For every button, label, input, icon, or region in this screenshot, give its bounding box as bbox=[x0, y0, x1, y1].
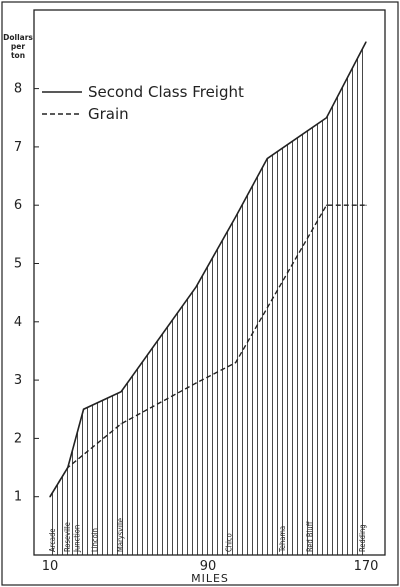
legend-label-0: Second Class Freight bbox=[88, 83, 244, 101]
x-tick-label-170: 170 bbox=[354, 559, 379, 574]
y-axis-label-line-1: per bbox=[11, 42, 25, 51]
station-label-red-bluff: Red Bluff bbox=[306, 521, 315, 552]
series-0-point-8 bbox=[365, 41, 367, 43]
series-0-point-5 bbox=[235, 216, 237, 218]
station-label-roseville: Roseville bbox=[63, 522, 72, 552]
y-axis-label-line-0: Dollars bbox=[3, 33, 33, 42]
station-label-junction: Junction bbox=[73, 525, 82, 553]
series-1-point-2 bbox=[120, 423, 122, 425]
y-tick-label-7: 7 bbox=[14, 140, 22, 155]
station-label-marysville: Marysville bbox=[116, 518, 125, 552]
y-tick-label-6: 6 bbox=[14, 198, 22, 213]
series-0-point-2 bbox=[82, 408, 85, 410]
y-tick-label-2: 2 bbox=[14, 431, 22, 446]
series-0-point-6 bbox=[266, 157, 268, 160]
series-0-point-7 bbox=[325, 117, 328, 119]
x-tick-label-10: 10 bbox=[42, 559, 59, 574]
series-0-point-4 bbox=[195, 286, 197, 288]
series-1-point-4 bbox=[235, 362, 237, 364]
y-tick-label-8: 8 bbox=[14, 82, 22, 97]
legend-label-1: Grain bbox=[88, 105, 129, 123]
plot-frame bbox=[33, 9, 386, 556]
station-label-lincoln: Lincoln bbox=[90, 528, 99, 552]
series-1-point-0 bbox=[49, 496, 51, 498]
series-1-point-3 bbox=[195, 382, 197, 384]
y-axis-label-line-2: ton bbox=[11, 51, 25, 60]
y-tick-label-5: 5 bbox=[14, 257, 22, 272]
station-label-tehama: Tehama bbox=[278, 526, 287, 553]
series-0-point-3 bbox=[120, 391, 122, 393]
legend: Second Class Freight Grain bbox=[42, 83, 244, 123]
y-tick-label-1: 1 bbox=[14, 490, 22, 505]
station-label-chico: Chico bbox=[225, 533, 234, 552]
series-1-point-6 bbox=[365, 204, 367, 206]
x-tick-label-90: 90 bbox=[200, 559, 217, 574]
y-tick-label-4: 4 bbox=[14, 315, 22, 330]
series-1-point-5 bbox=[325, 204, 328, 206]
station-label-arcade: Arcade bbox=[48, 528, 57, 552]
series-1-point-1 bbox=[67, 466, 69, 469]
station-label-redding: Redding bbox=[358, 524, 367, 552]
x-axis-label: MILES bbox=[191, 572, 229, 585]
y-tick-label-3: 3 bbox=[14, 373, 22, 388]
series-area-0 bbox=[50, 41, 366, 555]
